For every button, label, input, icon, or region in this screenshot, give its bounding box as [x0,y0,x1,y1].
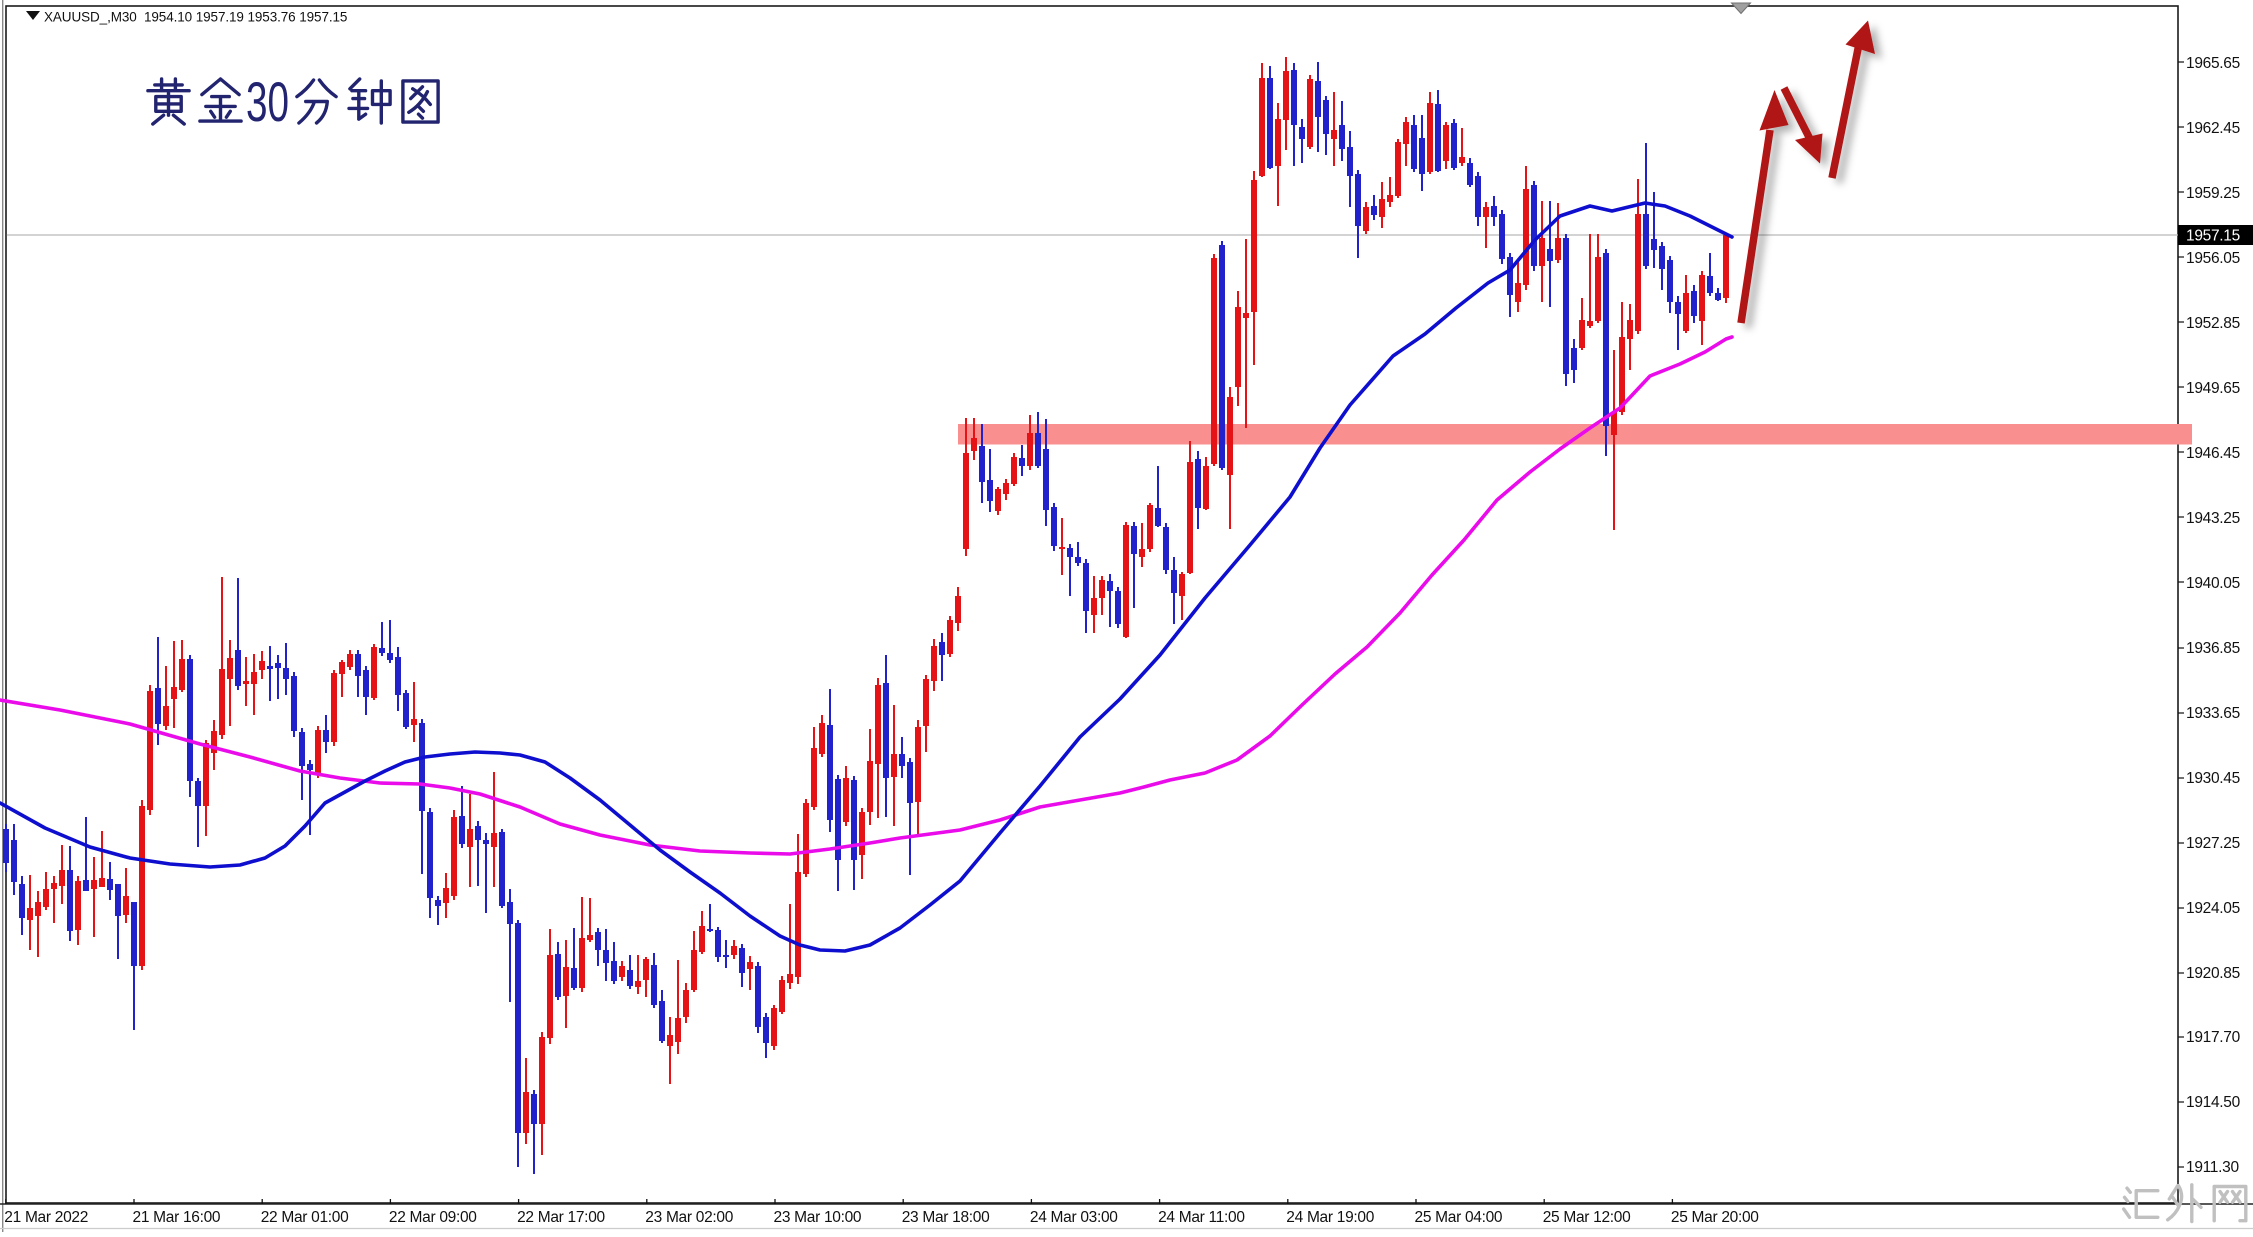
svg-text:1927.25: 1927.25 [2186,835,2240,852]
svg-text:23 Mar 02:00: 23 Mar 02:00 [645,1209,733,1226]
svg-text:1952.85: 1952.85 [2186,315,2240,332]
svg-text:22 Mar 09:00: 22 Mar 09:00 [389,1209,477,1226]
svg-text:1914.50: 1914.50 [2186,1094,2241,1111]
svg-text:1933.65: 1933.65 [2186,705,2240,722]
svg-text:24 Mar 19:00: 24 Mar 19:00 [1286,1209,1374,1226]
svg-text:21 Mar 2022: 21 Mar 2022 [4,1209,88,1226]
svg-text:21 Mar 16:00: 21 Mar 16:00 [133,1209,221,1226]
svg-text:30: 30 [246,70,289,133]
svg-text:1940.05: 1940.05 [2186,575,2240,592]
svg-text:1917.70: 1917.70 [2186,1029,2241,1046]
svg-text:1930.45: 1930.45 [2186,770,2240,787]
svg-text:1911.30: 1911.30 [2186,1159,2239,1176]
svg-text:1959.25: 1959.25 [2186,185,2240,202]
svg-text:1920.85: 1920.85 [2186,965,2240,982]
svg-text:1936.85: 1936.85 [2186,640,2240,657]
svg-text:25 Mar 20:00: 25 Mar 20:00 [1671,1209,1759,1226]
svg-text:1957.15: 1957.15 [2186,228,2240,245]
svg-text:1924.05: 1924.05 [2186,900,2240,917]
svg-text:1946.45: 1946.45 [2186,445,2240,462]
svg-text:1949.65: 1949.65 [2186,380,2240,397]
svg-text:22 Mar 17:00: 22 Mar 17:00 [517,1209,605,1226]
svg-text:23 Mar 10:00: 23 Mar 10:00 [774,1209,862,1226]
svg-text:22 Mar 01:00: 22 Mar 01:00 [261,1209,349,1226]
svg-text:25 Mar 12:00: 25 Mar 12:00 [1543,1209,1631,1226]
svg-text:1943.25: 1943.25 [2186,510,2240,527]
svg-text:23 Mar 18:00: 23 Mar 18:00 [902,1209,990,1226]
svg-text:1956.05: 1956.05 [2186,250,2240,267]
svg-text:24 Mar 03:00: 24 Mar 03:00 [1030,1209,1118,1226]
svg-text:XAUUSD_,M30 1954.10 1957.19 1: XAUUSD_,M30 1954.10 1957.19 1953.76 1957… [44,10,347,25]
svg-text:1962.45: 1962.45 [2186,120,2240,137]
svg-text:24 Mar 11:00: 24 Mar 11:00 [1158,1209,1245,1226]
svg-text:1965.65: 1965.65 [2186,55,2240,72]
svg-text:25 Mar 04:00: 25 Mar 04:00 [1415,1209,1503,1226]
